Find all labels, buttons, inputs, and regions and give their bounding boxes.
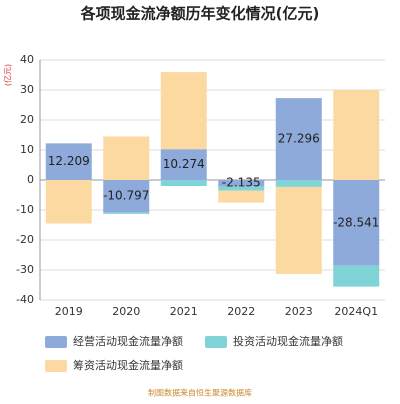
y-tick-label: -20 <box>16 233 34 246</box>
bar-segment <box>45 143 92 180</box>
legend-label: 筹资活动现金流量净额 <box>73 358 183 372</box>
bar-segment <box>275 98 322 180</box>
value-label: 12.209 <box>48 154 90 168</box>
y-tick-label: 20 <box>20 113 34 126</box>
value-label: -2.135 <box>222 176 261 190</box>
bar-segment <box>218 190 265 203</box>
value-label: -28.541 <box>333 215 379 229</box>
x-tick-label: 2020 <box>112 305 140 318</box>
chart-title: 各项现金流净额历年变化情况(亿元) <box>80 5 320 23</box>
y-tick-label: 30 <box>20 83 34 96</box>
x-tick-label: 2022 <box>227 305 255 318</box>
bar-segment <box>160 72 207 150</box>
legend-label: 投资活动现金流量净额 <box>233 334 343 348</box>
bar-segment <box>103 212 150 214</box>
value-label: -10.797 <box>103 189 149 203</box>
bar-segment <box>160 149 207 180</box>
bar-segment <box>218 186 265 191</box>
y-tick-label: 10 <box>20 143 34 156</box>
bar-segment <box>333 90 380 180</box>
x-tick-label: 2021 <box>170 305 198 318</box>
bar-segment <box>160 180 207 186</box>
legend-swatch <box>45 336 67 348</box>
y-tick-label: 40 <box>20 53 34 66</box>
bar-segment <box>103 180 150 213</box>
legend-label: 经营活动现金流量净额 <box>73 334 183 348</box>
bar-segment <box>275 186 322 274</box>
y-tick-label: -10 <box>16 203 34 216</box>
value-label: 27.296 <box>278 132 320 146</box>
x-tick-label: 2023 <box>285 305 313 318</box>
bar-segment <box>45 180 92 224</box>
bar-segment <box>333 180 380 266</box>
x-tick-label: 2019 <box>55 305 83 318</box>
value-label: 10.274 <box>163 157 205 171</box>
x-tick-label: 2024Q1 <box>334 305 378 318</box>
bar-segment <box>103 136 150 180</box>
legend-swatch <box>205 336 227 348</box>
bar-segment <box>275 180 322 187</box>
y-tick-label: 0 <box>27 173 34 186</box>
bar-segment <box>333 265 380 287</box>
y-tick-label: -30 <box>16 263 34 276</box>
bar-segment <box>218 180 265 187</box>
legend-swatch <box>45 360 67 372</box>
y-axis-label: (亿元) <box>3 64 13 86</box>
y-tick-label: -40 <box>16 293 34 306</box>
source-note: 制图数据来自恒生聚源数据库 <box>148 388 252 398</box>
